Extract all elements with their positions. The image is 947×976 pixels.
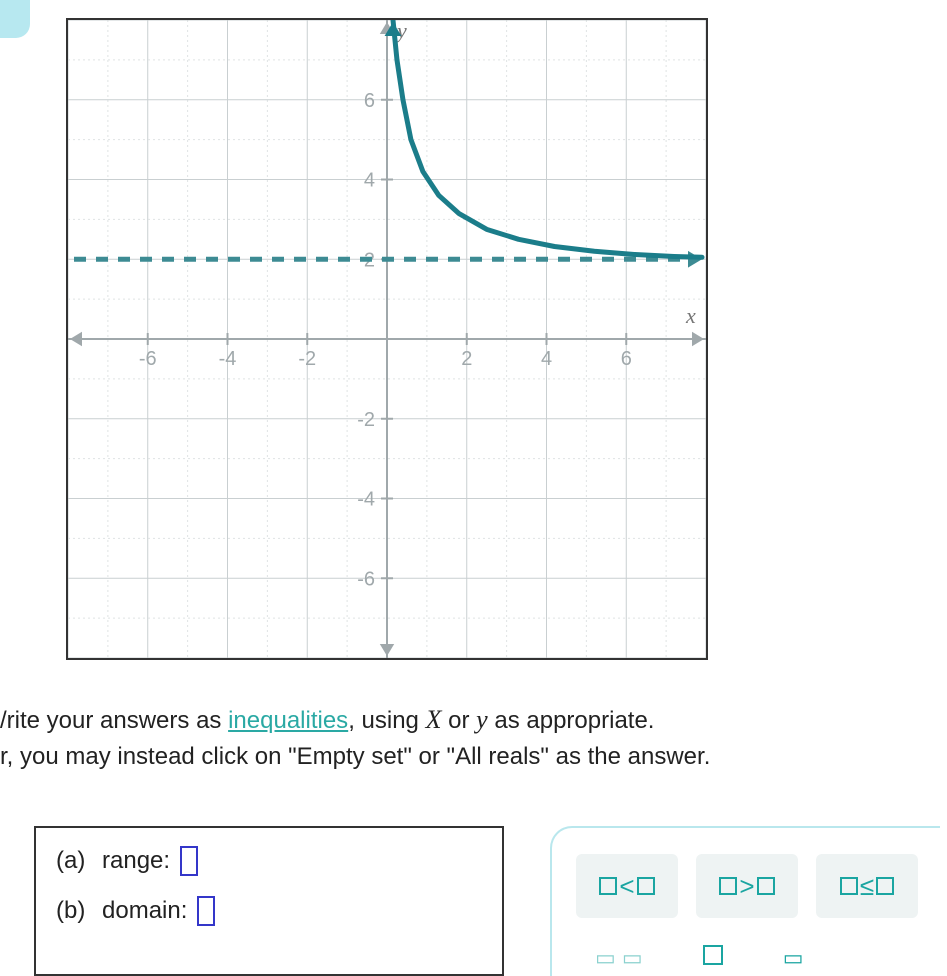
svg-text:-4: -4 xyxy=(357,489,375,511)
instructions: /rite your answers as inequalities, usin… xyxy=(0,700,947,775)
var-x: X xyxy=(426,705,442,734)
tab-corner xyxy=(0,0,30,38)
placeholder-square xyxy=(876,877,894,895)
placeholder-square xyxy=(637,877,655,895)
answer-label-a: range: xyxy=(102,847,170,875)
le-button[interactable]: ≤ xyxy=(816,854,918,918)
svg-text:-4: -4 xyxy=(219,348,237,370)
instruction-line-2: r, you may instead click on "Empty set" … xyxy=(0,739,947,775)
answer-row-a: (a) range: xyxy=(56,846,482,876)
inequalities-link[interactable]: inequalities xyxy=(228,707,348,734)
svg-text:-6: -6 xyxy=(357,568,375,590)
svg-text:-2: -2 xyxy=(357,409,375,431)
domain-input-blank[interactable] xyxy=(197,896,215,926)
placeholder-square xyxy=(757,877,775,895)
svg-text:6: 6 xyxy=(364,90,375,112)
svg-text:4: 4 xyxy=(364,170,375,192)
text: as appropriate. xyxy=(488,707,655,734)
op: ≤ xyxy=(860,871,874,902)
svg-text:6: 6 xyxy=(621,348,632,370)
graph-frame: -6-4-2246-6-4-2246xy xyxy=(66,18,708,660)
svg-text:4: 4 xyxy=(541,348,552,370)
svg-text:-6: -6 xyxy=(139,348,157,370)
svg-text:-2: -2 xyxy=(298,348,316,370)
instruction-line-1: /rite your answers as inequalities, usin… xyxy=(0,700,947,739)
partial-button: ▭ ▭ xyxy=(595,945,643,971)
svg-text:2: 2 xyxy=(461,348,472,370)
answer-box: (a) range: (b) domain: xyxy=(34,826,504,976)
var-y: y xyxy=(476,705,488,734)
partial-button: ▭ xyxy=(783,945,804,971)
placeholder-square xyxy=(719,877,737,895)
answer-row-b: (b) domain: xyxy=(56,896,482,926)
lt-button[interactable]: < xyxy=(576,854,678,918)
placeholder-square xyxy=(703,945,723,965)
svg-text:x: x xyxy=(685,303,696,328)
answer-tag-a: (a) xyxy=(56,847,102,875)
text: , using xyxy=(348,707,425,734)
placeholder-square xyxy=(599,877,617,895)
gt-button[interactable]: > xyxy=(696,854,798,918)
graph-svg: -6-4-2246-6-4-2246xy xyxy=(68,20,706,658)
text: or xyxy=(441,707,476,734)
palette-row-2-partial: ▭ ▭ ▭ xyxy=(595,945,945,971)
op: > xyxy=(739,871,754,902)
text: /rite your answers as xyxy=(0,707,228,734)
placeholder-square xyxy=(840,877,858,895)
op: < xyxy=(619,871,634,902)
range-input-blank[interactable] xyxy=(180,846,198,876)
answer-tag-b: (b) xyxy=(56,897,102,925)
page: -6-4-2246-6-4-2246xy /rite your answers … xyxy=(0,0,947,976)
answer-label-b: domain: xyxy=(102,897,187,925)
